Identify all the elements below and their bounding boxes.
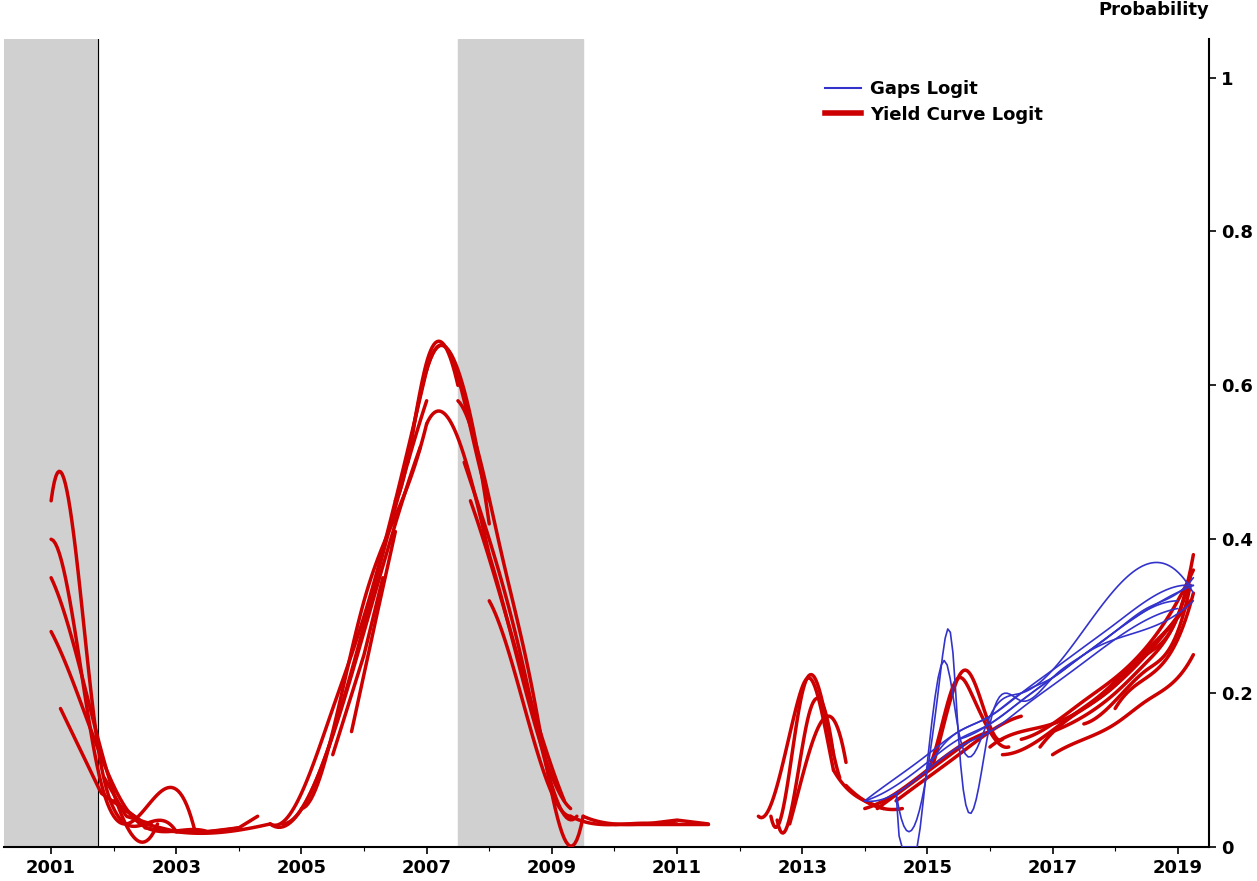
Bar xyxy=(0,39,98,847)
Legend: Gaps Logit, Yield Curve Logit: Gaps Logit, Yield Curve Logit xyxy=(826,80,1043,123)
Bar xyxy=(458,39,583,847)
Text: Probability: Probability xyxy=(1099,1,1209,19)
